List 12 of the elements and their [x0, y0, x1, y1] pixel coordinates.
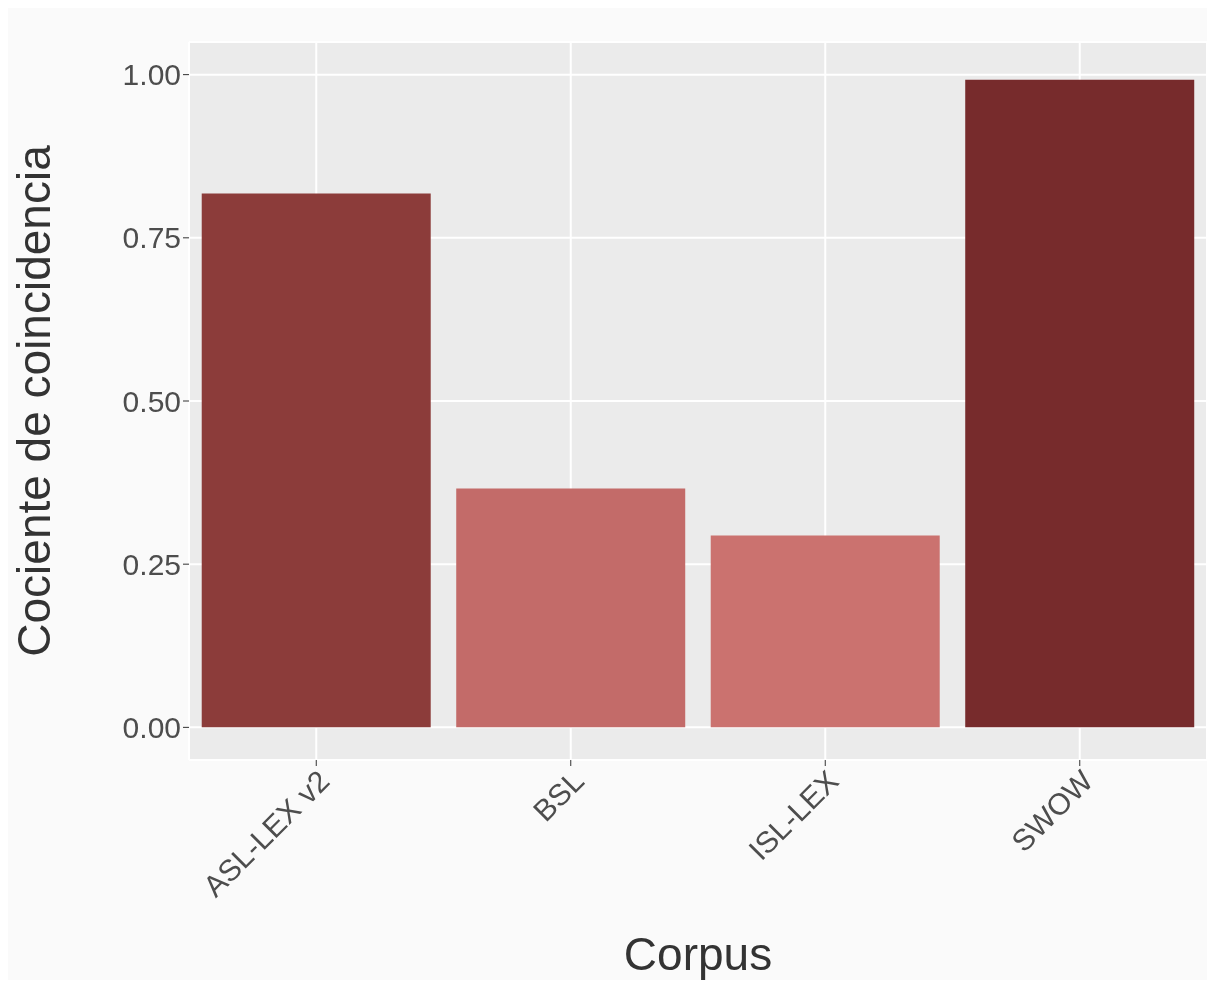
x-axis-title: Corpus	[623, 928, 773, 980]
y-tick-label: 1.00	[122, 58, 181, 92]
x-tick-label: BSL	[526, 763, 591, 828]
bar	[456, 488, 686, 728]
y-tick-label: 0.50	[122, 384, 181, 418]
bar	[965, 79, 1195, 728]
bar	[710, 535, 940, 728]
y-tick-label: 0.75	[122, 221, 181, 255]
y-tick-label: 0.00	[122, 711, 181, 745]
y-axis-title: Cociente de coincidencia	[8, 144, 61, 657]
bar	[201, 193, 431, 728]
y-tick-label: 0.25	[122, 547, 181, 581]
